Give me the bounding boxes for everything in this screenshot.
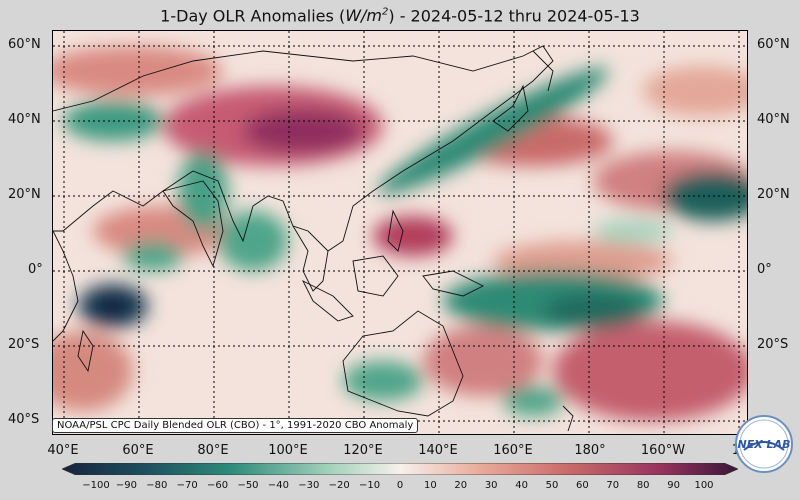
nex-lab-logo: NEX LAB — [734, 414, 794, 474]
colorbar-tick-label: −70 — [176, 480, 198, 491]
lon-label: 180° — [574, 443, 606, 458]
coastlines-sharp — [53, 45, 574, 432]
lon-label: 80°E — [197, 443, 229, 458]
attribution-box: NOAA/PSL CPC Daily Blended OLR (CBO) - 1… — [52, 418, 419, 433]
colorbar-tick-label: −100 — [82, 480, 110, 491]
colorbar-tick-label: −30 — [298, 480, 320, 491]
olr-anomaly-map — [52, 30, 748, 435]
lat-label-left: 20°S — [8, 337, 40, 352]
colorbar — [62, 463, 738, 475]
lon-label: 160°W — [640, 443, 686, 458]
map-title: 1-Day OLR Anomalies (W/m2) - 2024-05-12 … — [160, 6, 640, 26]
colorbar-tick-label: 80 — [636, 480, 650, 491]
lat-label-left: 40°S — [8, 412, 40, 427]
logo-text: NEX LAB — [738, 438, 791, 451]
colorbar-tick-label: 90 — [667, 480, 680, 491]
colorbar-tick-label: 0 — [396, 480, 404, 491]
lat-label-left: 20°N — [8, 187, 41, 202]
colorbar-ticks: −100 −90 −80 −70 −60 −50 −40 −30 −20 −10 0 10 20 30 40… — [0, 480, 800, 496]
colorbar-tick-label: −60 — [207, 480, 229, 491]
colorbar-tick-label: 10 — [424, 480, 437, 491]
colorbar-tick-label: −50 — [237, 480, 259, 491]
lat-label-right: 40°N — [757, 112, 790, 127]
colorbar-tick-label: 50 — [545, 480, 559, 491]
colorbar-tick-label: −10 — [359, 480, 381, 491]
colorbar-tick-label: 70 — [606, 480, 620, 491]
lat-label-right: 60°N — [757, 37, 790, 52]
colorbar-tick-label: 40 — [515, 480, 528, 491]
colorbar-tick-label: 60 — [576, 480, 589, 491]
lat-label-right: 20°S — [757, 337, 789, 352]
lat-label-left: 40°N — [8, 112, 41, 127]
colorbar-tick-label: −40 — [267, 480, 289, 491]
lat-label-right: 20°N — [757, 187, 790, 202]
colorbar-tick-label: −20 — [328, 480, 350, 491]
lon-label: 140°E — [418, 443, 458, 458]
lon-label: 40°E — [47, 443, 79, 458]
lat-label-left: 0° — [28, 262, 43, 277]
colorbar-tick-label: 30 — [484, 480, 498, 491]
lon-label: 120°E — [343, 443, 383, 458]
lon-label: 60°E — [122, 443, 154, 458]
colorbar-tick-label: 100 — [694, 480, 714, 491]
lat-label-right: 0° — [757, 262, 772, 277]
lon-label: 100°E — [268, 443, 308, 458]
colorbar-tick-label: 20 — [454, 480, 468, 491]
lat-label-left: 60°N — [8, 37, 41, 52]
lon-label: 160°E — [493, 443, 533, 458]
colorbar-tick-label: −80 — [146, 480, 168, 491]
colorbar-tick-label: −90 — [115, 480, 137, 491]
map-canvas — [53, 31, 747, 434]
